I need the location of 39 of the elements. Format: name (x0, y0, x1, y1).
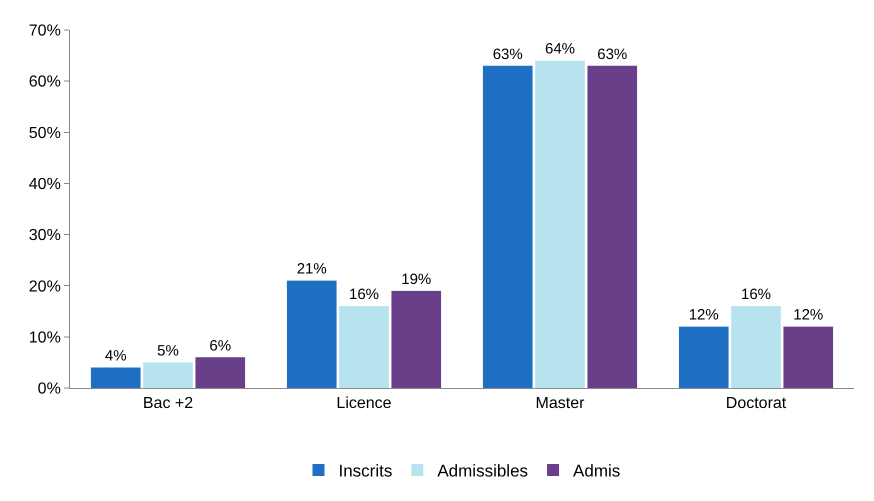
bar (143, 362, 193, 388)
y-tick-label: 10% (28, 329, 61, 346)
y-tick-label: 60% (28, 74, 61, 91)
data-label: 4% (104, 348, 127, 365)
data-label: 12% (793, 306, 824, 324)
bar (90, 368, 141, 388)
data-label: 16% (740, 286, 772, 304)
y-tick-label: 30% (28, 227, 61, 244)
x-tick-label: Licence (336, 395, 392, 412)
bar (535, 60, 585, 388)
x-tick-label: Bac +2 (142, 395, 194, 412)
bar (339, 306, 389, 388)
bar (783, 326, 834, 388)
bar (391, 290, 442, 388)
data-label: 63% (597, 46, 628, 63)
bar (587, 66, 638, 388)
data-label: 63% (492, 46, 523, 63)
legend-label: Admissibles (437, 462, 528, 481)
data-label: 16% (348, 286, 380, 304)
data-label: 5% (157, 342, 179, 360)
bar (286, 280, 337, 388)
y-tick-label: 0% (38, 380, 61, 398)
data-label: 64% (544, 40, 576, 58)
x-tick-label: Master (536, 395, 586, 412)
data-label: 12% (688, 306, 719, 324)
legend-label: Inscrits (338, 462, 392, 481)
legend-label: Admis (573, 462, 620, 481)
bar (731, 306, 781, 388)
y-tick-label: 70% (28, 22, 61, 40)
data-label: 19% (401, 270, 432, 288)
bar (195, 357, 246, 388)
y-tick-label: 20% (28, 278, 61, 296)
x-tick-label: Doctorat (726, 395, 787, 412)
y-tick-label: 40% (28, 176, 61, 194)
bar (678, 326, 729, 388)
data-label: 6% (209, 337, 232, 354)
bar (482, 66, 533, 388)
data-label: 21% (296, 260, 327, 278)
y-tick-label: 50% (28, 124, 61, 142)
